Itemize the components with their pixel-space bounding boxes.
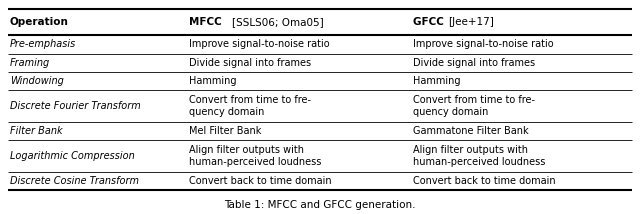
Text: Align filter outputs with
human-perceived loudness: Align filter outputs with human-perceive… — [413, 145, 545, 167]
Text: Hamming: Hamming — [189, 76, 236, 86]
Text: Convert back to time domain: Convert back to time domain — [189, 176, 332, 186]
Text: Hamming: Hamming — [413, 76, 460, 86]
Text: Convert from time to fre-
quency domain: Convert from time to fre- quency domain — [413, 95, 535, 117]
Text: Divide signal into frames: Divide signal into frames — [189, 58, 311, 68]
Text: GFCC: GFCC — [413, 17, 447, 27]
Text: Windowing: Windowing — [10, 76, 63, 86]
Text: Divide signal into frames: Divide signal into frames — [413, 58, 535, 68]
Text: Improve signal-to-noise ratio: Improve signal-to-noise ratio — [413, 39, 554, 49]
Text: Table 1: MFCC and GFCC generation.: Table 1: MFCC and GFCC generation. — [224, 201, 416, 210]
Text: Pre-emphasis: Pre-emphasis — [10, 39, 76, 49]
Text: Improve signal-to-noise ratio: Improve signal-to-noise ratio — [189, 39, 330, 49]
Text: Operation: Operation — [10, 17, 68, 27]
Text: Mel Filter Bank: Mel Filter Bank — [189, 126, 261, 136]
Text: Convert from time to fre-
quency domain: Convert from time to fre- quency domain — [189, 95, 311, 117]
Text: Gammatone Filter Bank: Gammatone Filter Bank — [413, 126, 529, 136]
Text: Discrete Fourier Transform: Discrete Fourier Transform — [10, 101, 140, 111]
Text: Logarithmic Compression: Logarithmic Compression — [10, 151, 134, 161]
Text: Align filter outputs with
human-perceived loudness: Align filter outputs with human-perceive… — [189, 145, 321, 167]
Text: [Jee+17]: [Jee+17] — [448, 17, 494, 27]
Text: MFCC: MFCC — [189, 17, 225, 27]
Text: [SSLS06; Oma05]: [SSLS06; Oma05] — [232, 17, 324, 27]
Text: Convert back to time domain: Convert back to time domain — [413, 176, 556, 186]
Text: Framing: Framing — [10, 58, 50, 68]
Text: Filter Bank: Filter Bank — [10, 126, 62, 136]
Text: Discrete Cosine Transform: Discrete Cosine Transform — [10, 176, 139, 186]
